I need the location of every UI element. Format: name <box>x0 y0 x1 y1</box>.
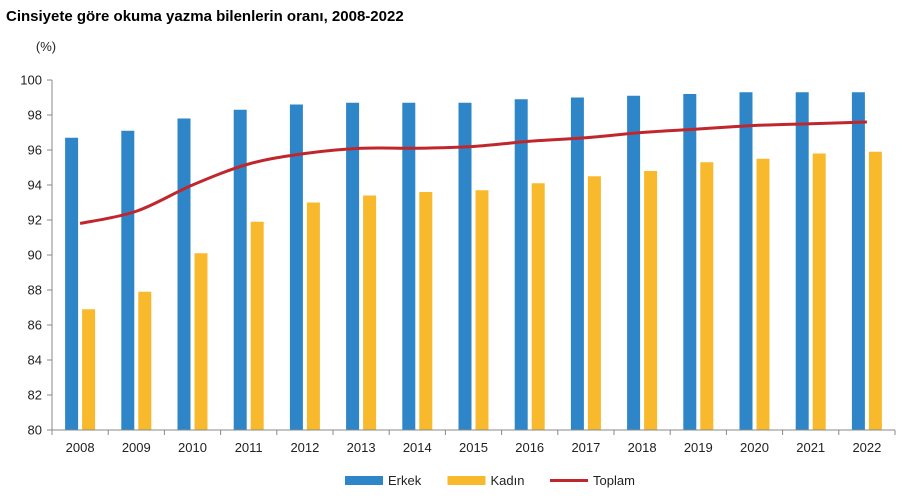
bar-kadın-2015 <box>475 190 489 430</box>
bar-kadın-2013 <box>363 195 377 430</box>
x-tick-label: 2011 <box>235 440 263 455</box>
x-tick-label: 2018 <box>628 440 657 455</box>
bar-kadın-2020 <box>756 158 770 430</box>
bar-kadın-2009 <box>138 291 152 430</box>
y-tick-label: 82 <box>28 388 42 403</box>
bar-erkek-2009 <box>121 130 135 430</box>
bar-kadın-2022 <box>868 151 882 430</box>
bar-erkek-2020 <box>739 92 753 430</box>
bar-kadın-2014 <box>419 192 433 430</box>
bars <box>65 92 882 430</box>
bar-erkek-2010 <box>177 118 191 430</box>
legend-label-kadın: Kadın <box>491 473 525 488</box>
y-tick-label: 88 <box>28 283 42 298</box>
legend-label-erkek: Erkek <box>388 473 422 488</box>
total-line-series <box>79 120 867 225</box>
y-tick-label: 86 <box>28 318 42 333</box>
bar-erkek-2015 <box>458 102 472 430</box>
y-tick-label: 92 <box>28 213 42 228</box>
x-tick-label: 2014 <box>403 440 432 455</box>
legend-label-toplam: Toplam <box>593 473 635 488</box>
bar-kadın-2021 <box>812 153 826 430</box>
bar-erkek-2008 <box>65 137 79 430</box>
y-axis-ticks: 80 82 84 86 88 90 92 94 96 98 100 <box>20 73 52 438</box>
legend: Erkek Kadın Toplam <box>345 473 635 488</box>
bar-kadın-2018 <box>644 171 658 430</box>
bar-erkek-2014 <box>402 102 416 430</box>
bar-erkek-2021 <box>795 92 809 430</box>
x-tick-label: 2021 <box>796 440 825 455</box>
x-tick-label: 2008 <box>66 440 95 455</box>
chart-title: Cinsiyete göre okuma yazma bilenlerin or… <box>6 8 404 25</box>
x-tick-label: 2015 <box>459 440 488 455</box>
bar-kadın-2012 <box>306 202 320 430</box>
y-tick-label: 100 <box>20 73 42 88</box>
bar-kadın-2016 <box>531 183 545 430</box>
bar-kadın-2019 <box>700 162 714 430</box>
x-tick-label: 2013 <box>347 440 376 455</box>
bar-erkek-2016 <box>514 99 528 430</box>
line-toplam <box>79 120 867 225</box>
x-tick-label: 2022 <box>852 440 881 455</box>
y-tick-label: 84 <box>28 353 42 368</box>
y-tick-label: 80 <box>28 423 42 438</box>
bar-erkek-2013 <box>346 102 360 430</box>
bar-kadın-2017 <box>587 176 601 430</box>
x-tick-label: 2009 <box>122 440 151 455</box>
y-tick-label: 96 <box>28 143 42 158</box>
x-tick-label: 2020 <box>740 440 769 455</box>
x-tick-label: 2019 <box>684 440 713 455</box>
bar-erkek-2022 <box>851 92 865 430</box>
y-axis-label: (%) <box>36 39 56 54</box>
legend-swatch-kadın <box>447 476 486 485</box>
bar-erkek-2012 <box>289 104 303 430</box>
axes <box>51 80 895 431</box>
x-axis-ticks: 2008 2009 2010 2011 2012 2013 2014 2015 2016 2017… <box>51 430 896 455</box>
x-tick-label: 2010 <box>178 440 207 455</box>
bar-kadın-2008 <box>82 309 96 430</box>
legend-swatch-erkek <box>345 476 383 485</box>
bar-kadın-2011 <box>250 221 264 430</box>
y-tick-label: 94 <box>28 178 42 193</box>
y-tick-label: 98 <box>28 108 42 123</box>
bar-erkek-2011 <box>233 109 247 430</box>
bar-erkek-2018 <box>627 95 641 430</box>
x-tick-label: 2017 <box>571 440 600 455</box>
y-tick-label: 90 <box>28 248 42 263</box>
x-tick-label: 2012 <box>290 440 319 455</box>
x-tick-label: 2016 <box>515 440 544 455</box>
bar-erkek-2017 <box>570 97 584 430</box>
bar-erkek-2019 <box>683 94 697 430</box>
bar-kadın-2010 <box>194 253 208 430</box>
